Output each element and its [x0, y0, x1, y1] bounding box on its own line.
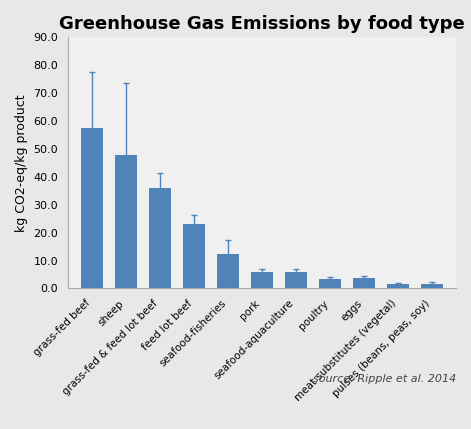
Text: source: Ripple et al. 2014: source: Ripple et al. 2014 — [313, 374, 456, 384]
Bar — [285, 272, 307, 288]
Y-axis label: kg CO2-eq/kg product: kg CO2-eq/kg product — [15, 94, 28, 232]
Bar — [81, 128, 103, 288]
Bar — [115, 155, 137, 288]
Bar — [149, 188, 171, 288]
Title: Greenhouse Gas Emissions by food type: Greenhouse Gas Emissions by food type — [59, 15, 465, 33]
Bar — [217, 254, 239, 288]
Bar — [421, 284, 443, 288]
Bar — [251, 272, 273, 288]
Bar — [319, 279, 341, 288]
Bar — [353, 278, 375, 288]
Bar — [387, 284, 409, 288]
Bar — [183, 224, 205, 288]
